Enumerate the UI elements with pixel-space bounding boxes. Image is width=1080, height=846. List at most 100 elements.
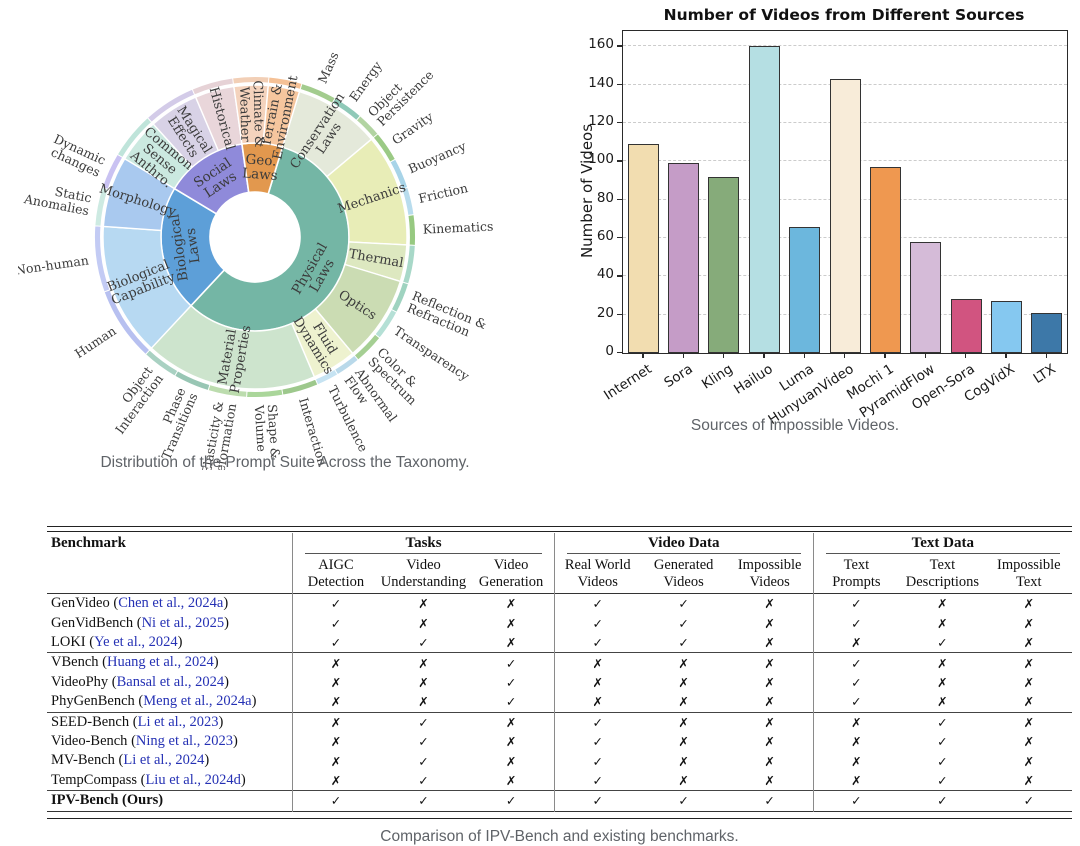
benchmark-name-cell: MV-Bench (Li et al., 2024) bbox=[51, 752, 210, 769]
check-mark: ✓ bbox=[812, 652, 900, 673]
sunburst-caption: Distribution of the Prompt Suite Across … bbox=[100, 454, 470, 471]
cross-mark: ✗ bbox=[418, 655, 429, 671]
cross-mark: ✗ bbox=[1023, 655, 1035, 671]
cross-mark: ✗ bbox=[764, 635, 775, 651]
table-bottom-rule bbox=[47, 817, 1072, 820]
check-mark: ✓ bbox=[292, 790, 379, 812]
cross-mark: ✗ bbox=[292, 692, 379, 713]
cross-mark: ✗ bbox=[505, 635, 517, 651]
benchmark-comparison-table-figure: Benchmark Tasks Video Data Text Data AIGC Det… bbox=[47, 526, 1072, 846]
check-mark: ✓ bbox=[418, 734, 429, 750]
check-mark: ✓ bbox=[553, 613, 641, 634]
sunburst-label: Mass bbox=[315, 49, 342, 85]
table-top-rule bbox=[47, 526, 1072, 528]
table-row: IPV-Bench (Ours) ✓ ✓ ✓ ✓ ✓ ✓ ✓ ✓ ✓ bbox=[47, 790, 1072, 812]
cross-mark: ✗ bbox=[1023, 772, 1035, 788]
check-mark: ✓ bbox=[937, 793, 948, 809]
check-mark: ✓ bbox=[937, 734, 948, 750]
cross-mark: ✗ bbox=[505, 772, 517, 788]
cross-mark: ✗ bbox=[764, 655, 775, 671]
benchmark-name-cell: GenVideo (Chen et al., 2024a) bbox=[51, 595, 229, 612]
column-subheader: Real World Videos bbox=[553, 554, 641, 594]
check-mark: ✓ bbox=[937, 714, 948, 730]
cross-mark: ✗ bbox=[505, 596, 517, 612]
benchmark-name-cell: Video-Bench (Ning et al., 2023) bbox=[51, 732, 238, 749]
citation-link: Ni et al., 2025 bbox=[141, 614, 225, 631]
citation-link: Ning et al., 2023 bbox=[135, 732, 233, 749]
cross-mark: ✗ bbox=[764, 753, 775, 769]
check-mark: ✓ bbox=[292, 633, 379, 653]
cross-mark: ✗ bbox=[812, 731, 900, 752]
y-tick-mark bbox=[617, 275, 622, 277]
y-tick-mark bbox=[617, 237, 622, 239]
bar-internet bbox=[627, 144, 659, 353]
cross-mark: ✗ bbox=[764, 694, 775, 710]
column-subheader: Video Understanding bbox=[380, 556, 467, 590]
y-tick-mark bbox=[617, 45, 622, 47]
table-row: MV-Bench (Li et al., 2024) ✗ ✓ ✗ ✓ ✗ ✗ ✗ ✓ ✗ bbox=[47, 751, 1072, 771]
cross-mark: ✗ bbox=[764, 596, 775, 612]
check-mark: ✓ bbox=[937, 772, 948, 788]
benchmark-name-cell: LOKI (Ye et al., 2024) bbox=[51, 634, 183, 651]
cross-mark: ✗ bbox=[1023, 753, 1035, 769]
cross-mark: ✗ bbox=[1023, 714, 1035, 730]
citation-link: Li et al., 2023 bbox=[137, 713, 219, 730]
sunburst-label: Friction bbox=[417, 180, 469, 206]
x-tick-mark bbox=[924, 353, 927, 359]
cross-mark: ✗ bbox=[937, 674, 948, 690]
sunburst-label: Non-human bbox=[18, 252, 90, 277]
column-subheader: AIGC Detection bbox=[292, 554, 379, 594]
y-tick-label: 120 bbox=[588, 113, 614, 129]
y-tick-mark bbox=[617, 313, 622, 316]
check-mark: ✓ bbox=[418, 635, 429, 651]
check-mark: ✓ bbox=[812, 692, 900, 713]
bar-chart-plot-area bbox=[622, 30, 1068, 354]
x-tick-mark bbox=[722, 353, 725, 359]
check-mark: ✓ bbox=[937, 753, 948, 769]
sunburst-label: Terrain &Environment bbox=[257, 71, 302, 161]
check-mark: ✓ bbox=[678, 793, 689, 809]
cross-mark: ✗ bbox=[1023, 694, 1035, 710]
cross-mark: ✗ bbox=[505, 753, 517, 769]
x-tick-mark bbox=[965, 353, 967, 359]
check-mark: ✓ bbox=[418, 772, 429, 788]
sunburst-label: ObjectInteraction bbox=[102, 363, 167, 436]
citation-link: Li et al., 2024 bbox=[123, 752, 205, 769]
y-tick-label: 160 bbox=[588, 36, 614, 53]
y-tick-label: 80 bbox=[596, 189, 614, 206]
x-tick-label: Kling bbox=[698, 361, 736, 393]
benchmark-name-cell: SEED-Bench (Li et al., 2023) bbox=[51, 713, 224, 730]
x-tick-label: Sora bbox=[660, 361, 696, 392]
cross-mark: ✗ bbox=[1023, 596, 1035, 612]
x-tick-label: LTX bbox=[1030, 361, 1059, 388]
check-mark: ✓ bbox=[553, 751, 641, 771]
citation-link: Liu et al., 2024d bbox=[145, 771, 241, 788]
column-subheader: Text Descriptions bbox=[905, 556, 980, 590]
sunburst-segment bbox=[407, 214, 416, 246]
citation-link: Ye et al., 2024 bbox=[94, 634, 178, 651]
cross-mark: ✗ bbox=[937, 655, 948, 671]
cross-mark: ✗ bbox=[292, 770, 379, 791]
check-mark: ✓ bbox=[553, 731, 641, 752]
benchmark-name-cell: GenVidBench (Ni et al., 2025) bbox=[51, 614, 229, 631]
cross-mark: ✗ bbox=[812, 751, 900, 771]
bar-chart-caption: Sources of Impossible Videos. bbox=[690, 417, 900, 434]
cross-mark: ✗ bbox=[553, 672, 641, 693]
cross-mark: ✗ bbox=[764, 734, 775, 750]
bar-hailuo bbox=[748, 46, 780, 353]
cross-mark: ✗ bbox=[292, 731, 379, 752]
sunburst-segment bbox=[267, 76, 303, 90]
check-mark: ✓ bbox=[292, 613, 379, 634]
check-mark: ✓ bbox=[418, 714, 429, 730]
x-tick-mark bbox=[1005, 353, 1007, 359]
table-row: VideoPhy (Bansal et al., 2024) ✗ ✗ ✓ ✗ ✗ ✗ ✓ ✗ ✗ bbox=[47, 672, 1072, 693]
cross-mark: ✗ bbox=[1023, 635, 1035, 651]
check-mark: ✓ bbox=[812, 613, 900, 634]
cross-mark: ✗ bbox=[678, 772, 689, 788]
cross-mark: ✗ bbox=[937, 694, 948, 710]
y-tick-label: 40 bbox=[596, 266, 614, 283]
column-subheader: Impossible Videos bbox=[737, 556, 802, 590]
check-mark: ✓ bbox=[812, 672, 900, 693]
cross-mark: ✗ bbox=[764, 772, 775, 788]
cross-mark: ✗ bbox=[678, 753, 689, 769]
